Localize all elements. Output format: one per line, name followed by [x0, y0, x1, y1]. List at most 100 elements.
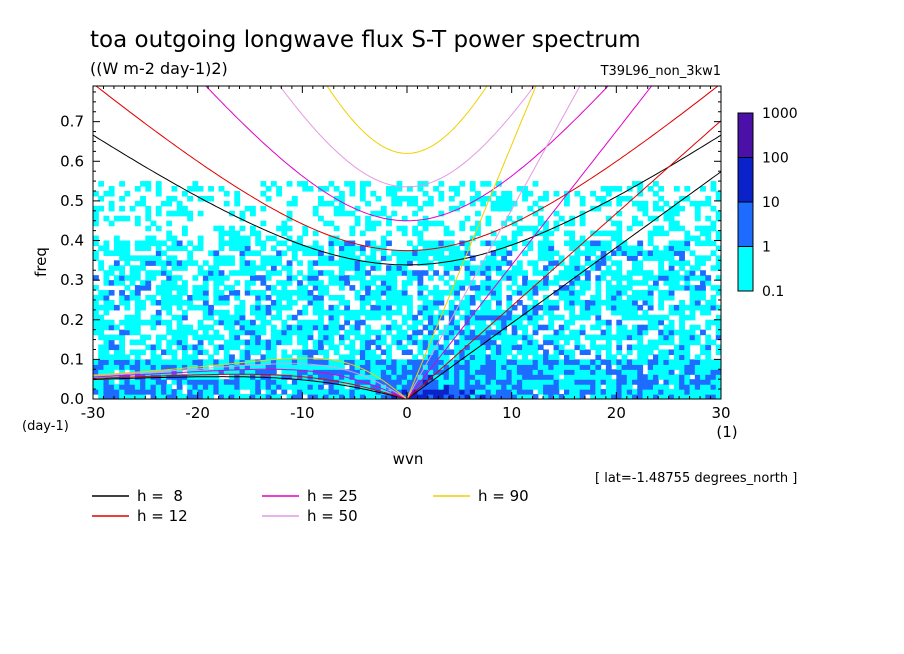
power-cell	[255, 329, 262, 336]
power-cell	[380, 299, 387, 306]
power-cell	[396, 225, 403, 232]
power-cell	[564, 374, 570, 380]
power-cell	[370, 384, 377, 390]
power-cell	[396, 295, 403, 301]
power-cell	[652, 394, 659, 399]
power-cell	[480, 304, 487, 311]
power-cell	[250, 394, 256, 399]
power-cell	[166, 220, 173, 227]
power-cell	[391, 334, 398, 341]
power-cell	[616, 260, 623, 266]
power-cell	[244, 205, 251, 212]
power-cell	[684, 339, 691, 346]
power-cell	[244, 270, 251, 276]
power-cell	[375, 295, 382, 301]
power-cell	[548, 394, 555, 399]
power-cell	[407, 299, 413, 306]
power-cell	[338, 374, 345, 380]
power-cell	[616, 186, 623, 192]
power-cell	[98, 359, 105, 365]
power-cell	[668, 280, 675, 286]
power-cell	[318, 394, 324, 399]
power-cell	[700, 200, 706, 207]
power-cell	[501, 364, 508, 370]
power-cell	[108, 205, 115, 212]
power-cell	[202, 324, 209, 331]
power-cell	[265, 285, 272, 291]
power-cell	[108, 394, 115, 399]
power-cell	[715, 369, 721, 375]
power-cell	[359, 285, 366, 291]
power-cell	[370, 210, 377, 217]
power-cell	[150, 255, 157, 261]
power-cell	[485, 364, 492, 370]
power-cell	[684, 260, 691, 266]
power-cell	[370, 374, 377, 380]
power-cell	[401, 329, 408, 336]
legend-label: h = 25	[307, 487, 358, 505]
power-cell	[276, 225, 282, 232]
power-cell	[229, 319, 235, 326]
power-cell	[176, 334, 183, 341]
power-cell	[312, 205, 319, 212]
power-cell	[140, 245, 146, 252]
power-cell	[150, 379, 157, 385]
power-cell	[663, 364, 670, 370]
power-cell	[611, 220, 617, 227]
power-cell	[98, 349, 105, 356]
power-cell	[427, 220, 434, 227]
power-cell	[516, 186, 523, 192]
power-cell	[291, 379, 298, 385]
power-cell	[129, 359, 136, 365]
power-cell	[318, 324, 324, 331]
power-cell	[328, 334, 335, 341]
power-cell	[532, 280, 539, 286]
power-cell	[208, 384, 214, 390]
power-cell	[511, 339, 518, 346]
power-cell	[229, 339, 235, 346]
power-cell	[679, 314, 685, 321]
power-cell	[527, 344, 534, 351]
power-cell	[475, 389, 481, 395]
power-cell	[490, 314, 497, 321]
power-cell	[354, 379, 361, 385]
power-cell	[328, 379, 335, 385]
power-cell	[276, 190, 282, 197]
power-cell	[202, 369, 209, 375]
power-cell	[574, 344, 581, 351]
power-cell	[98, 205, 105, 212]
power-cell	[611, 186, 617, 192]
power-cell	[155, 359, 162, 365]
power-cell	[108, 280, 115, 286]
power-cell	[98, 245, 105, 252]
power-cell	[244, 245, 251, 252]
power-cell	[318, 374, 324, 380]
power-cell	[260, 290, 267, 296]
power-cell	[407, 200, 413, 207]
power-cell	[401, 314, 408, 321]
power-cell	[407, 364, 413, 370]
power-cell	[113, 275, 120, 281]
power-cell	[124, 285, 131, 291]
power-cell	[501, 384, 508, 390]
power-cell	[621, 334, 628, 341]
power-cell	[171, 210, 178, 217]
power-cell	[694, 225, 701, 232]
power-cell	[333, 329, 340, 336]
power-cell	[354, 215, 361, 222]
power-cell	[244, 240, 251, 247]
power-cell	[192, 389, 199, 395]
power-cell	[469, 379, 476, 385]
power-cell	[584, 309, 591, 316]
power-cell	[365, 225, 371, 232]
power-cell	[401, 270, 408, 276]
power-cell	[548, 334, 555, 341]
power-cell	[553, 339, 560, 346]
power-cell	[218, 369, 225, 375]
power-cell	[370, 255, 377, 261]
dispersion-curve	[205, 86, 609, 222]
power-cell	[694, 394, 701, 399]
power-cell	[705, 369, 712, 375]
power-cell	[328, 235, 335, 242]
power-cell	[181, 225, 188, 232]
